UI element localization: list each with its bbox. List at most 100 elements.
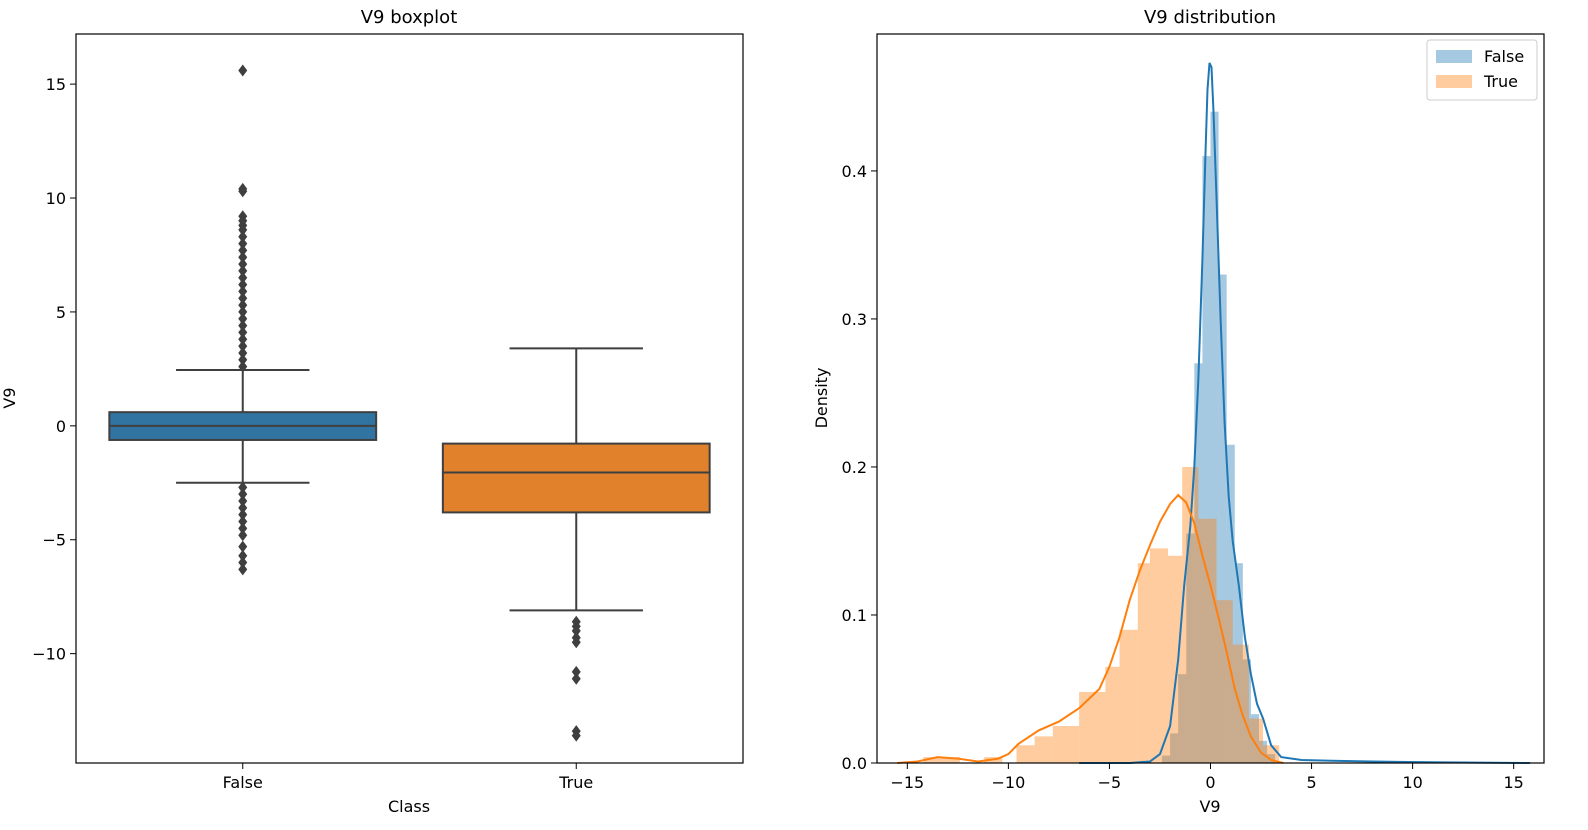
histogram-bar — [1198, 518, 1217, 763]
outlier-point — [238, 488, 248, 501]
x-tick-label: −15 — [890, 773, 924, 792]
outlier-point — [238, 326, 248, 339]
histogram-bar — [1016, 745, 1035, 763]
x-tick-label: True — [558, 773, 593, 792]
distribution-x-ticks: −15 −10 −5 0 5 10 15 — [890, 763, 1524, 792]
distribution-title: V9 distribution — [1144, 7, 1276, 28]
boxplot-x-ticks: False True — [223, 763, 593, 792]
histogram-bar — [1259, 740, 1268, 763]
outlier-point — [238, 312, 248, 325]
distribution-plot-area — [897, 62, 1530, 764]
outlier-point — [238, 292, 248, 305]
outlier-point — [238, 278, 248, 291]
outlier-point — [238, 563, 248, 576]
histogram-bar — [1079, 691, 1106, 763]
histogram-bar — [1210, 111, 1219, 763]
legend: False True — [1426, 39, 1538, 101]
outlier-point — [238, 556, 248, 569]
histogram-bar — [1242, 659, 1251, 763]
histogram-bar — [1194, 363, 1203, 763]
outlier-point — [238, 230, 248, 243]
outlier-point — [238, 360, 248, 373]
distribution-y-ticks: 0.0 0.1 0.2 0.3 0.4 — [842, 162, 877, 773]
histogram-bar — [1234, 563, 1243, 763]
distribution-y-axis-label: Density — [812, 368, 831, 429]
outlier-point — [238, 495, 248, 508]
outlier-point — [238, 333, 248, 346]
histogram-bar — [1186, 533, 1195, 763]
y-tick-label: 0.2 — [842, 458, 867, 477]
outlier-point — [238, 501, 248, 514]
legend-frame — [1426, 39, 1538, 101]
outlier-point — [238, 481, 248, 494]
legend-label-true: True — [1483, 72, 1518, 91]
boxplot-x-axis-label: Class — [388, 797, 430, 816]
outlier-point — [238, 264, 248, 277]
histogram-bar — [1161, 755, 1171, 763]
outlier-point — [238, 237, 248, 250]
histogram-bar — [1232, 644, 1249, 763]
histogram-bar — [1216, 600, 1233, 763]
y-tick-label: 0.1 — [842, 606, 867, 625]
boxplot-plot-area — [108, 64, 711, 742]
outlier-point — [238, 508, 248, 521]
outlier-point — [238, 299, 248, 312]
y-tick-label: 0.4 — [842, 162, 867, 181]
histogram-bar — [1202, 156, 1211, 763]
legend-swatch-false — [1436, 50, 1472, 63]
outlier-point — [238, 271, 248, 284]
x-tick-label: −10 — [991, 773, 1025, 792]
histogram-false — [1161, 111, 1276, 763]
outlier-point — [571, 672, 581, 685]
histogram-bar — [1034, 736, 1053, 763]
histogram-bar — [1149, 548, 1169, 763]
y-tick-label: 0.3 — [842, 310, 867, 329]
outlier-point — [238, 244, 248, 257]
y-tick-label: 0.0 — [842, 754, 867, 773]
y-tick-label: 15 — [46, 75, 66, 94]
histogram-bar — [1248, 718, 1264, 763]
legend-label-false: False — [1484, 47, 1524, 66]
histogram-bar — [1178, 674, 1187, 763]
kde-line-true — [897, 493, 1284, 764]
kde-line-false — [1079, 62, 1530, 764]
x-tick-label: 10 — [1402, 773, 1422, 792]
boxplot-y-axis-label: V9 — [0, 387, 19, 408]
x-tick-label: False — [223, 773, 263, 792]
outlier-point — [571, 665, 581, 678]
histogram-bar — [1105, 666, 1120, 763]
box-true — [441, 347, 711, 742]
distribution-x-axis-label: V9 — [1199, 797, 1220, 816]
x-tick-label: −5 — [1098, 773, 1122, 792]
outlier-point — [238, 549, 248, 562]
outlier-point — [238, 223, 248, 236]
histogram-bar — [923, 757, 960, 763]
boxplot-axes-frame — [75, 33, 744, 764]
boxplot-title: V9 boxplot — [361, 7, 458, 28]
outlier-point — [571, 729, 581, 742]
outlier-point — [571, 636, 581, 649]
histogram-bar — [1218, 274, 1227, 763]
outlier-point — [238, 515, 248, 528]
histogram-bar — [1182, 466, 1199, 763]
distribution-panel: V9 distribution 0.0 0.1 0.2 0.3 0.4 −15 −10 −5… — [812, 7, 1545, 816]
y-tick-label: 0 — [56, 417, 66, 436]
x-tick-label: 0 — [1205, 773, 1215, 792]
outlier-point — [238, 340, 248, 353]
box-false — [108, 64, 378, 576]
outlier-point — [238, 353, 248, 366]
outlier-point — [238, 319, 248, 332]
boxplot-panel: V9 boxplot −10 −5 0 5 10 15 False True Class V… — [0, 7, 744, 816]
outlier-point — [571, 624, 581, 637]
outlier-point — [238, 251, 248, 264]
histogram-bar — [1250, 714, 1260, 763]
iqr-box — [441, 442, 711, 514]
outlier-point — [238, 540, 248, 553]
outlier-point — [238, 305, 248, 318]
outlier-point — [238, 285, 248, 298]
boxplot-y-ticks: −10 −5 0 5 10 15 — [32, 75, 76, 664]
histogram-bar — [1226, 444, 1235, 763]
histogram-bar — [1119, 629, 1138, 763]
histogram-bar — [1137, 563, 1150, 763]
